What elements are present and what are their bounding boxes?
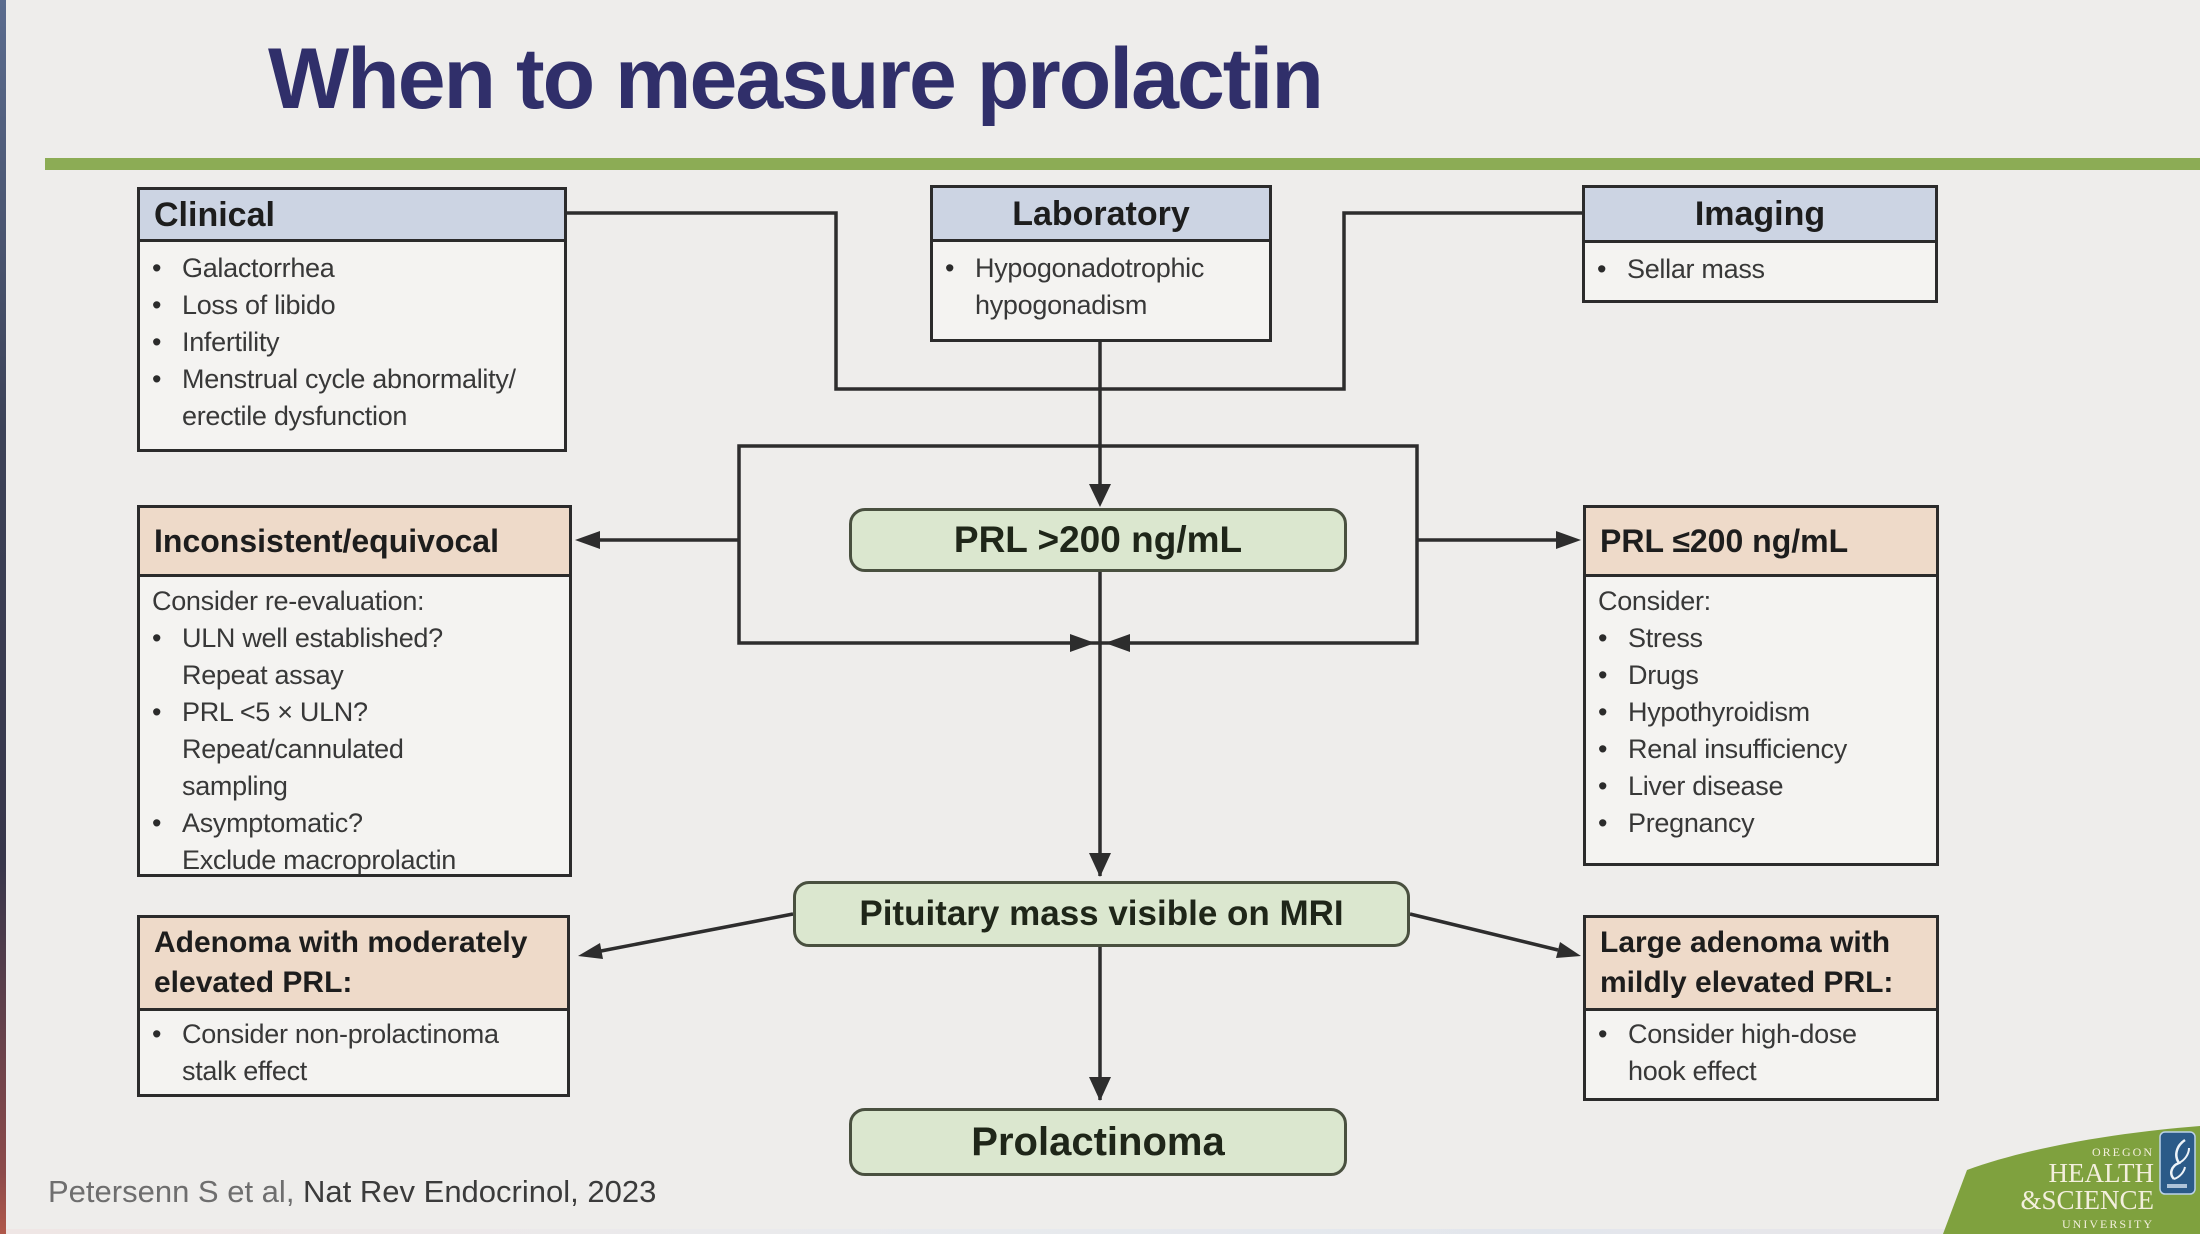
arrowhead-into-mri <box>1089 853 1111 877</box>
list-item: ULN well established? Repeat assay <box>152 620 561 694</box>
arrowhead-into-prl-high <box>1089 484 1111 507</box>
clinical-box: Clinical Galactorrhea Loss of libido Inf… <box>137 187 567 452</box>
title-underline <box>45 158 2200 170</box>
list-item: Hypogonadotrophic hypogonadism <box>945 250 1261 324</box>
arrowhead-stalk <box>578 943 603 959</box>
node-label: Pituitary mass visible on MRI <box>859 894 1344 933</box>
list-item: Asymptomatic? Exclude macroprolactin <box>152 805 561 879</box>
prl-low-intro: Consider: <box>1598 586 1711 616</box>
list-item: Liver disease <box>1598 768 1928 805</box>
list-item: Stress <box>1598 620 1928 657</box>
converge-arrow-left <box>1070 634 1095 652</box>
inconsistent-header: Inconsistent/equivocal <box>140 508 569 577</box>
logo-text-university: UNIVERSITY <box>2062 1217 2154 1231</box>
clinical-list: Galactorrhea Loss of libido Infertility … <box>140 242 564 435</box>
stalk-effect-box: Adenoma with moderately elevated PRL: Co… <box>137 915 570 1097</box>
top-connector-path <box>567 211 1582 391</box>
list-item: Renal insufficiency <box>1598 731 1928 768</box>
citation-journal: Nat Rev Endocrinol <box>303 1174 571 1209</box>
logo-text-oregon: OREGON <box>2092 1145 2154 1159</box>
arrowhead-hook <box>1556 942 1581 958</box>
citation-authors: Petersenn S et al, <box>48 1174 304 1209</box>
list-item: Infertility <box>152 324 556 361</box>
list-item: Pregnancy <box>1598 805 1928 842</box>
inconsistent-intro: Consider re-evaluation: <box>152 586 425 616</box>
imaging-list: Sellar mass <box>1585 243 1935 288</box>
slide-title: When to measure prolactin <box>268 31 1324 127</box>
list-item: PRL <5 × ULN? Repeat/cannulated sampling <box>152 694 561 805</box>
stalk-effect-header: Adenoma with moderately elevated PRL: <box>140 918 567 1011</box>
node-label: PRL >200 ng/mL <box>953 519 1243 560</box>
diagonal-to-stalk <box>600 912 794 953</box>
logo-green-swoosh <box>1943 1126 2200 1234</box>
imaging-header: Imaging <box>1585 188 1935 243</box>
logo-badge <box>2159 1131 2196 1195</box>
citation: Petersenn S et al, Nat Rev Endocrinol, 2… <box>48 1174 656 1210</box>
list-item: Drugs <box>1598 657 1928 694</box>
list-item: Menstrual cycle abnormality/ erectile dy… <box>152 361 556 435</box>
hook-effect-header: Large adenoma with mildly elevated PRL: <box>1586 918 1936 1011</box>
logo-text-health: HEALTH <box>2049 1158 2155 1188</box>
list-item: Consider non-prolactinoma stalk effect <box>152 1016 559 1090</box>
logo-text-science: &SCIENCE <box>2020 1185 2154 1215</box>
list-item: Consider high-dose hook effect <box>1598 1016 1928 1090</box>
diagonal-to-hook <box>1409 912 1559 952</box>
ohsu-logo: OREGON HEALTH &SCIENCE UNIVERSITY <box>1943 1126 2200 1234</box>
laboratory-list: Hypogonadotrophic hypogonadism <box>933 242 1269 324</box>
bottom-edge-artifact <box>6 1229 2200 1234</box>
prl-low-header: PRL ≤200 ng/mL <box>1586 508 1936 577</box>
hook-effect-list: Consider high-dose hook effect <box>1586 1011 1936 1090</box>
list-item: Galactorrhea <box>152 250 556 287</box>
laboratory-header: Laboratory <box>933 188 1269 242</box>
node-label: Prolactinoma <box>971 1119 1225 1164</box>
list-item: Hypothyroidism <box>1598 694 1928 731</box>
node-prolactinoma: Prolactinoma <box>849 1108 1347 1176</box>
arrowhead-inconsistent <box>575 531 600 549</box>
imaging-box: Imaging Sellar mass <box>1582 185 1938 303</box>
stalk-effect-list: Consider non-prolactinoma stalk effect <box>140 1011 567 1090</box>
list-item: Loss of libido <box>152 287 556 324</box>
hook-effect-box: Large adenoma with mildly elevated PRL: … <box>1583 915 1939 1101</box>
prl-low-box: PRL ≤200 ng/mL Consider: Stress Drugs Hy… <box>1583 505 1939 866</box>
arrowhead-prl-low <box>1556 531 1581 549</box>
citation-year: , 2023 <box>570 1174 657 1209</box>
left-edge-artifact <box>0 0 6 1234</box>
clinical-header: Clinical <box>140 190 564 242</box>
prl-low-list: Stress Drugs Hypothyroidism Renal insuff… <box>1586 620 1936 842</box>
inconsistent-list: ULN well established? Repeat assay PRL <… <box>140 620 569 879</box>
laboratory-box: Laboratory Hypogonadotrophic hypogonadis… <box>930 185 1272 342</box>
arrowhead-prolactinoma <box>1089 1077 1111 1101</box>
inconsistent-box: Inconsistent/equivocal Consider re-evalu… <box>137 505 572 877</box>
list-item: Sellar mass <box>1597 251 1927 288</box>
node-pituitary-mri: Pituitary mass visible on MRI <box>793 881 1410 947</box>
converge-arrow-right <box>1105 634 1130 652</box>
node-prl-high: PRL >200 ng/mL <box>849 508 1347 572</box>
